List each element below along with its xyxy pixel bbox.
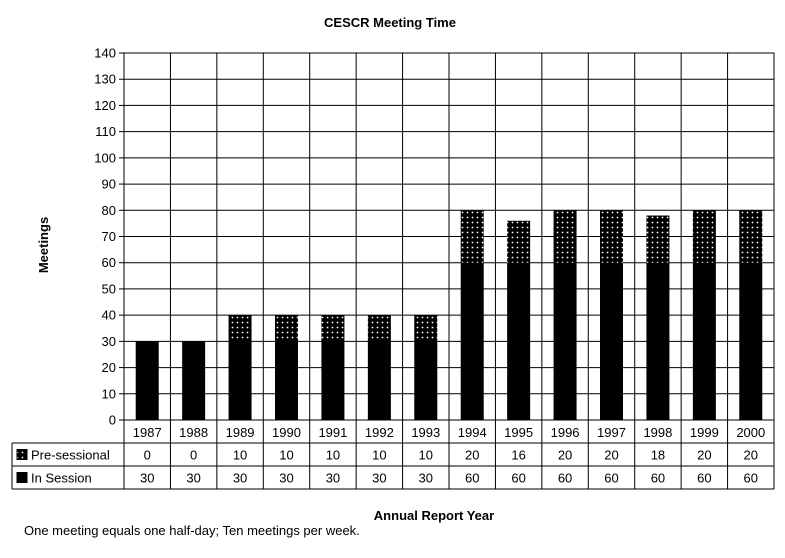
bar-in-session (275, 341, 298, 420)
data-label: 60 (558, 471, 572, 486)
data-label: 60 (604, 471, 618, 486)
data-label: 20 (744, 448, 758, 463)
bar-pre-sessional (275, 315, 298, 342)
y-tick-label: 140 (94, 46, 116, 61)
data-label: 10 (372, 448, 386, 463)
data-label: 60 (697, 471, 711, 486)
x-tick-label: 1994 (458, 425, 487, 440)
y-tick-label: 120 (94, 98, 116, 113)
data-label: 0 (190, 448, 197, 463)
data-label: 10 (233, 448, 247, 463)
bar-in-session (692, 262, 716, 420)
data-label: 10 (419, 448, 433, 463)
data-label: 20 (604, 448, 618, 463)
bar-in-session (600, 262, 623, 420)
legend-key (16, 472, 28, 483)
legend-key (16, 449, 28, 460)
bar-in-session (414, 341, 438, 420)
x-tick-label: 1990 (272, 425, 301, 440)
x-tick-label: 1987 (133, 425, 162, 440)
x-tick-label: 2000 (736, 425, 765, 440)
bar-in-session (739, 262, 763, 420)
bar-pre-sessional (739, 210, 763, 263)
data-label: 10 (279, 448, 293, 463)
y-tick-label: 130 (94, 72, 116, 87)
bar-pre-sessional (553, 210, 577, 263)
x-axis-label: Annual Report Year (374, 508, 494, 523)
data-label: 60 (744, 471, 758, 486)
y-tick-label: 100 (94, 150, 116, 165)
footnote: One meeting equals one half-day; Ten mee… (24, 523, 360, 538)
x-tick-label: 1996 (551, 425, 580, 440)
data-label: 20 (558, 448, 572, 463)
y-tick-label: 50 (102, 281, 116, 296)
legend-label: Pre-sessional (31, 448, 110, 463)
bar-pre-sessional (507, 220, 531, 263)
y-tick-label: 10 (102, 386, 116, 401)
bar-pre-sessional (414, 315, 438, 342)
legend-label: In Session (31, 471, 92, 486)
data-label: 60 (651, 471, 665, 486)
x-tick-label: 1991 (318, 425, 347, 440)
data-label: 16 (511, 448, 525, 463)
bar-pre-sessional (321, 315, 345, 342)
y-tick-label: 30 (102, 334, 116, 349)
data-label: 30 (140, 471, 154, 486)
y-tick-label: 80 (102, 203, 116, 218)
y-tick-label: 20 (102, 360, 116, 375)
bar-pre-sessional (646, 215, 670, 263)
data-label: 0 (144, 448, 151, 463)
x-tick-label: 1995 (504, 425, 533, 440)
x-tick-label: 1997 (597, 425, 626, 440)
data-label: 60 (465, 471, 479, 486)
bar-pre-sessional (228, 315, 252, 342)
bar-pre-sessional (692, 210, 716, 263)
x-tick-label: 1989 (226, 425, 255, 440)
x-tick-label: 1992 (365, 425, 394, 440)
bar-in-session (507, 262, 531, 420)
bar-pre-sessional (600, 210, 623, 263)
bar-in-session (182, 341, 206, 420)
y-tick-label: 90 (102, 177, 116, 192)
bar-pre-sessional (460, 210, 484, 263)
chart-title: CESCR Meeting Time (324, 15, 456, 30)
bar-in-session (321, 341, 345, 420)
y-tick-label: 110 (95, 124, 116, 139)
y-tick-label: 60 (102, 255, 116, 270)
bar-in-session (460, 262, 484, 420)
x-tick-label: 1998 (643, 425, 672, 440)
bar-in-session (367, 341, 391, 420)
x-tick-label: 1999 (690, 425, 719, 440)
data-label: 30 (372, 471, 386, 486)
data-label: 30 (419, 471, 433, 486)
data-label: 20 (465, 448, 479, 463)
bar-in-session (228, 341, 252, 420)
data-label: 60 (511, 471, 525, 486)
x-tick-label: 1988 (179, 425, 208, 440)
y-tick-label: 40 (102, 308, 116, 323)
y-axis-label: Meetings (36, 217, 51, 273)
bar-pre-sessional (367, 315, 391, 342)
data-label: 30 (279, 471, 293, 486)
data-label: 30 (326, 471, 340, 486)
x-tick-label: 1993 (411, 425, 440, 440)
data-label: 20 (697, 448, 711, 463)
bar-in-session (553, 262, 577, 420)
data-label: 18 (651, 448, 665, 463)
y-tick-label: 0 (109, 413, 116, 428)
bar-in-session (646, 262, 670, 420)
data-label: 30 (186, 471, 200, 486)
data-label: 30 (233, 471, 247, 486)
data-label: 10 (326, 448, 340, 463)
y-tick-label: 70 (102, 229, 116, 244)
bar-in-session (135, 341, 159, 420)
